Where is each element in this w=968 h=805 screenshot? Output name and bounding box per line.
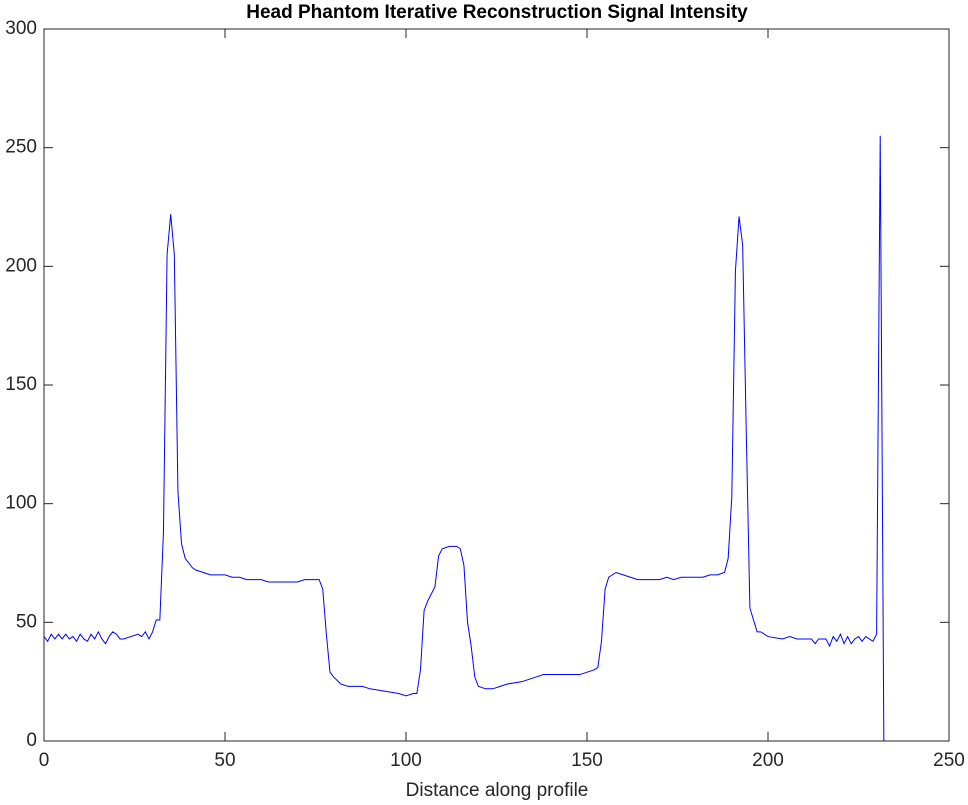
x-tick-label: 0 [39, 750, 50, 771]
plot-frame [43, 28, 950, 742]
x-tick-label: 100 [390, 750, 422, 771]
x-tick-label: 50 [214, 750, 235, 771]
y-tick-label: 0 [26, 730, 37, 751]
y-tick-label: 100 [5, 493, 37, 514]
x-tick-label: 250 [933, 750, 965, 771]
y-tick-label: 200 [5, 255, 37, 276]
chart-title: Head Phantom Iterative Reconstruction Si… [246, 2, 748, 23]
data-line [43, 135, 885, 742]
y-tick-label: 50 [16, 611, 37, 632]
y-tick-label: 150 [5, 374, 37, 395]
y-tick-label: 250 [5, 137, 37, 158]
x-tick-label: 200 [752, 750, 784, 771]
x-tick-label: 150 [571, 750, 603, 771]
x-axis-label: Distance along profile [406, 780, 589, 801]
y-tick-label: 300 [5, 18, 37, 39]
